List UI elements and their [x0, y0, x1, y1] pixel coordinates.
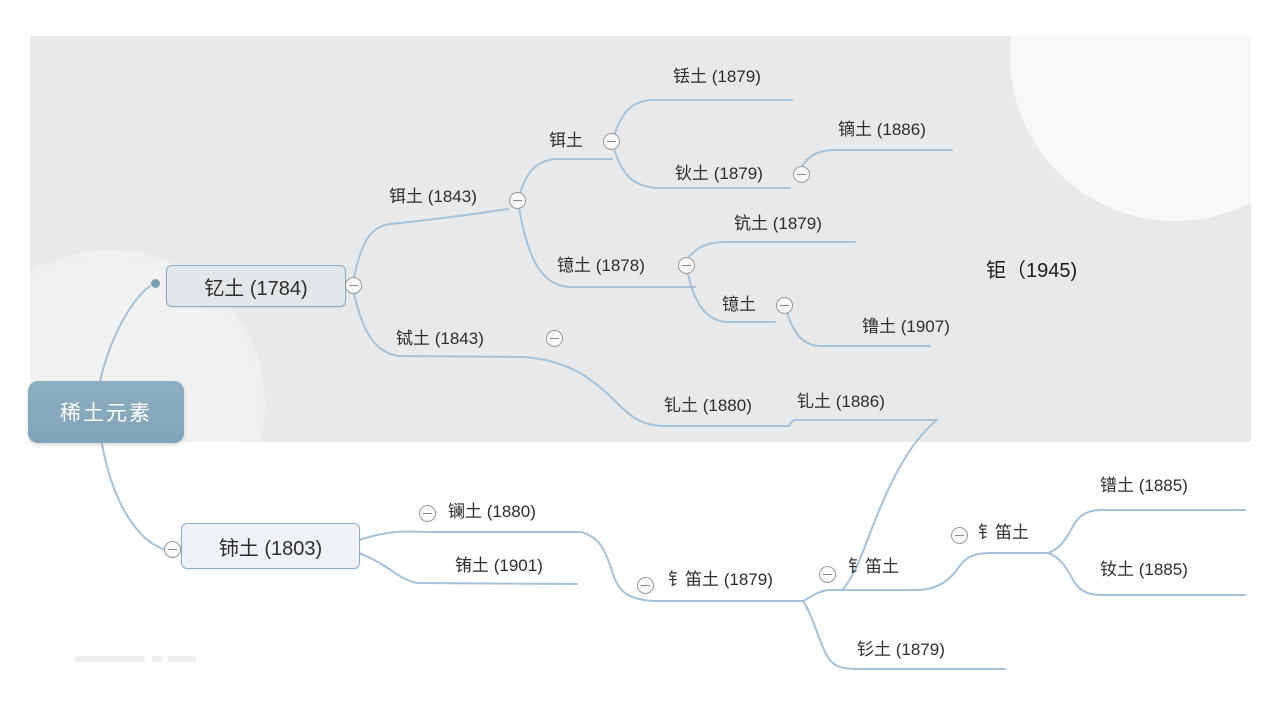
topic-scandia-1879[interactable]: 钪土 (1879)	[734, 214, 822, 233]
topic-gadolinia-1886[interactable]: 钆土 (1886)	[797, 392, 885, 411]
collapse-icon[interactable]	[603, 133, 620, 150]
topic-praseodymia-1885[interactable]: 镨土 (1885)	[1100, 476, 1188, 495]
edge-lanthana-didymia1879	[579, 531, 804, 602]
topic-lanthana-1880[interactable]: 镧土 (1880)	[448, 502, 536, 521]
topic-erbia-1843[interactable]: 铒土 (1843)	[389, 187, 477, 206]
connection-dot-icon	[151, 279, 160, 288]
edge-root-ceria	[101, 443, 164, 550]
topic-ceria-label: 铈土 (1803)	[218, 537, 323, 560]
topic-dysprosia-1886[interactable]: 镝土 (1886)	[838, 120, 926, 139]
topic-samaria-1879[interactable]: 钐土 (1879)	[857, 640, 945, 659]
collapse-icon[interactable]	[345, 277, 362, 294]
topic-ytterbia-2[interactable]: 镱土	[722, 295, 756, 314]
topic-promethium-floating[interactable]: 钜（1945)	[986, 260, 1078, 282]
topic-ceria[interactable]: 铈土 (1803)	[181, 523, 360, 569]
topic-erbia-2[interactable]: 铒土	[549, 131, 583, 150]
topic-terbia-1843[interactable]: 铽土 (1843)	[396, 329, 484, 348]
collapse-icon[interactable]	[637, 577, 654, 594]
edge-didymia3-praseodymia	[1047, 509, 1246, 554]
watermark-dash	[75, 656, 145, 662]
mindmap-canvas	[30, 36, 1251, 442]
topic-yttria[interactable]: 钇土 (1784)	[166, 265, 346, 307]
collapse-icon[interactable]	[793, 166, 810, 183]
collapse-icon[interactable]	[776, 297, 793, 314]
topic-ytterbia-1878[interactable]: 镱土 (1878)	[557, 256, 645, 275]
edge-ceria-lanthana	[358, 530, 581, 541]
topic-yttria-label: 钇土 (1784)	[204, 277, 308, 300]
collapse-icon[interactable]	[509, 192, 526, 209]
topic-holmia-1879[interactable]: 钬土 (1879)	[675, 164, 763, 183]
watermark-dash	[152, 656, 162, 662]
decorative-circle	[1010, 36, 1251, 221]
collapse-icon[interactable]	[678, 257, 695, 274]
collapse-icon[interactable]	[164, 541, 181, 558]
collapse-icon[interactable]	[546, 330, 563, 347]
topic-thulia-1879[interactable]: 铥土 (1879)	[673, 67, 761, 86]
collapse-icon[interactable]	[951, 527, 968, 544]
topic-europia-1901[interactable]: 铕土 (1901)	[455, 556, 543, 575]
topic-root-label: 稀土元素	[60, 402, 152, 425]
watermark-dash	[168, 656, 196, 662]
topic-neodymia-1885[interactable]: 钕土 (1885)	[1100, 560, 1188, 579]
collapse-icon[interactable]	[419, 505, 436, 522]
topic-didymia-2[interactable]: 钅笛土	[848, 557, 899, 576]
edge-didymia1879-didymia2	[802, 589, 921, 602]
topic-root[interactable]: 稀土元素	[28, 381, 184, 443]
collapse-icon[interactable]	[819, 566, 836, 583]
topic-didymia-1879[interactable]: 钅笛土 (1879)	[668, 570, 773, 589]
topic-didymia-3[interactable]: 钅笛土	[978, 523, 1029, 542]
edge-didymia2-didymia3	[919, 552, 1049, 591]
topic-gadolinia-1880[interactable]: 钆土 (1880)	[664, 396, 752, 415]
topic-lutetia-1907[interactable]: 镥土 (1907)	[862, 317, 950, 336]
